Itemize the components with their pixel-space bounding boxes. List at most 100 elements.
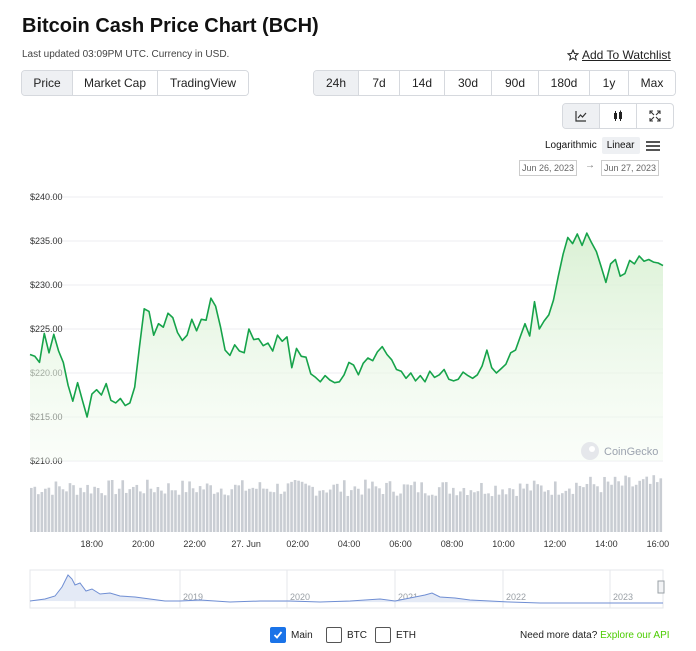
fullscreen-button[interactable]	[637, 104, 673, 128]
volume-bar	[641, 479, 645, 532]
volume-bar	[170, 490, 174, 532]
volume-bar	[360, 494, 364, 532]
volume-bar	[582, 487, 585, 532]
svg-text:2020: 2020	[290, 592, 310, 602]
volume-bar	[385, 482, 388, 532]
range-24h[interactable]: 24h	[314, 71, 359, 95]
volume-bar	[578, 485, 582, 532]
volume-bar	[255, 488, 258, 532]
expand-icon	[649, 110, 661, 122]
x-tick-label: 06:00	[389, 539, 412, 549]
volume-bar	[459, 491, 462, 532]
x-tick-label: 04:00	[338, 539, 361, 549]
legend-btc[interactable]: BTC	[326, 627, 367, 643]
navigator: 2018 2019 2020 2021 2022 2023	[29, 569, 665, 609]
volume-bar	[350, 490, 353, 532]
volume-bar	[617, 481, 620, 532]
legend-main-label: Main	[291, 629, 313, 641]
volume-bar	[65, 491, 68, 532]
y-tick-label: $240.00	[30, 192, 63, 202]
volume-bar	[223, 494, 227, 532]
volume-bar	[497, 494, 501, 532]
line-chart-button[interactable]	[563, 104, 600, 128]
volume-bar	[226, 495, 230, 532]
volume-bar	[416, 492, 420, 532]
watermark-text: CoinGecko	[604, 446, 658, 458]
volume-bar	[476, 491, 480, 532]
navigator-handle[interactable]	[657, 580, 665, 594]
range-30d[interactable]: 30d	[445, 71, 492, 95]
volume-bar	[539, 485, 543, 532]
volume-bar	[335, 483, 339, 532]
volume-bar	[233, 484, 237, 532]
explore-api-link[interactable]: Explore our API	[600, 630, 670, 641]
btc-checkbox[interactable]	[326, 627, 342, 643]
volume-bar	[47, 487, 51, 532]
volume-bar	[135, 484, 139, 532]
volume-bar	[606, 481, 610, 532]
star-icon	[567, 49, 579, 61]
candlestick-button[interactable]	[600, 104, 637, 128]
volume-bar	[93, 486, 96, 532]
volume-bar	[501, 489, 504, 532]
menu-icon[interactable]	[645, 140, 660, 152]
x-tick-label: 27. Jun	[231, 539, 261, 549]
volume-bar	[321, 490, 325, 532]
price-area	[30, 233, 663, 461]
volume-bar	[212, 493, 216, 532]
range-1y[interactable]: 1y	[590, 71, 629, 95]
tab-market-cap[interactable]: Market Cap	[73, 71, 158, 95]
volume-bar	[441, 482, 445, 532]
range-max[interactable]: Max	[629, 71, 675, 95]
tab-tradingview[interactable]: TradingView	[158, 71, 248, 95]
x-tick-label: 16:00	[647, 539, 670, 549]
scale-linear[interactable]: Linear	[601, 137, 640, 154]
volume-bar	[184, 492, 188, 532]
x-tick-label: 02:00	[286, 539, 309, 549]
volume-bar	[100, 493, 103, 532]
volume-bar	[494, 485, 497, 532]
date-to-input[interactable]: Jun 27, 2023	[601, 160, 659, 176]
volume-bar	[525, 483, 529, 532]
volume-bar	[536, 484, 540, 532]
svg-text:2023: 2023	[613, 592, 633, 602]
chart-type-tabs: Price Market Cap TradingView	[21, 70, 249, 96]
volume-bar	[483, 493, 487, 532]
volume-bar	[374, 486, 378, 532]
check-icon	[273, 631, 283, 639]
range-7d[interactable]: 7d	[359, 71, 400, 95]
volume-bar	[241, 480, 244, 532]
volume-bar	[413, 481, 416, 532]
volume-bar	[409, 485, 413, 532]
tab-price[interactable]: Price	[22, 71, 73, 95]
legend-eth[interactable]: ETH	[375, 627, 416, 643]
volume-bar	[128, 489, 132, 532]
volume-bar	[30, 487, 33, 532]
range-14d[interactable]: 14d	[400, 71, 445, 95]
volume-bar	[68, 483, 72, 532]
volume-bar	[353, 486, 357, 532]
volume-bar	[371, 481, 374, 532]
volume-bar	[114, 494, 118, 532]
eth-checkbox[interactable]	[375, 627, 391, 643]
volume-bar	[585, 483, 589, 532]
range-90d[interactable]: 90d	[492, 71, 539, 95]
add-to-watchlist-link[interactable]: Add To Watchlist	[567, 48, 671, 62]
volume-bar	[33, 486, 37, 532]
volume-bar	[378, 488, 381, 532]
price-line	[29, 232, 664, 418]
volume-bar	[72, 485, 75, 532]
scale-logarithmic[interactable]: Logarithmic	[545, 140, 597, 151]
volume-bar	[248, 488, 251, 532]
main-checkbox[interactable]	[270, 627, 286, 643]
legend-main[interactable]: Main	[270, 627, 313, 643]
volume-bar	[434, 495, 438, 532]
volume-bar	[346, 495, 350, 532]
volume-bar	[202, 489, 205, 532]
volume-bar	[561, 493, 564, 532]
date-from-input[interactable]: Jun 26, 2023	[519, 160, 577, 176]
volume-bar	[37, 494, 40, 532]
volume-bar	[131, 486, 135, 532]
range-180d[interactable]: 180d	[539, 71, 590, 95]
volume-bar	[146, 479, 149, 532]
